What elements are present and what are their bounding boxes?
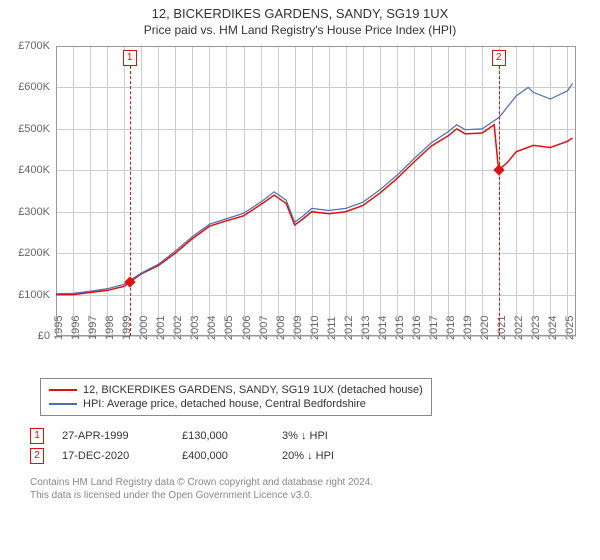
sales-table: 1 27-APR-1999£130,0003% ↓ HPI 2 17-DEC-2020…	[30, 426, 382, 466]
sale-row-change: 3% ↓ HPI	[282, 430, 382, 442]
series-line-0	[56, 125, 573, 295]
sale-row-date: 17-DEC-2020	[62, 450, 182, 462]
y-tick-label: £500K	[18, 123, 50, 135]
y-tick-label: £200K	[18, 247, 50, 259]
y-tick-label: £700K	[18, 40, 50, 52]
legend-label: HPI: Average price, detached house, Cent…	[83, 398, 366, 410]
y-tick-label: £100K	[18, 289, 50, 301]
price-chart: £0£100K£200K£300K£400K£500K£600K£700K199…	[56, 46, 576, 336]
y-tick-label: £600K	[18, 81, 50, 93]
y-tick-label: £300K	[18, 206, 50, 218]
legend-row: HPI: Average price, detached house, Cent…	[49, 397, 423, 411]
sale-marker-line	[130, 66, 131, 336]
y-tick-label: £400K	[18, 164, 50, 176]
title-subtitle: Price paid vs. HM Land Registry's House …	[4, 23, 596, 37]
legend-swatch	[49, 389, 77, 391]
legend-swatch	[49, 403, 77, 405]
legend-row: 12, BICKERDIKES GARDENS, SANDY, SG19 1UX…	[49, 383, 423, 397]
sale-row-date: 27-APR-1999	[62, 430, 182, 442]
sale-row: 2 17-DEC-2020£400,00020% ↓ HPI	[30, 446, 382, 466]
sale-row-price: £400,000	[182, 450, 282, 462]
sale-row-price: £130,000	[182, 430, 282, 442]
sale-row-marker: 2	[30, 448, 44, 464]
legend: 12, BICKERDIKES GARDENS, SANDY, SG19 1UX…	[40, 378, 432, 416]
sale-row-change: 20% ↓ HPI	[282, 450, 382, 462]
sale-row: 1 27-APR-1999£130,0003% ↓ HPI	[30, 426, 382, 446]
y-tick-label: £0	[38, 330, 50, 342]
licence-line-1: Contains HM Land Registry data © Crown c…	[30, 476, 373, 489]
sale-marker-box: 1	[123, 50, 137, 66]
licence-line-2: This data is licensed under the Open Gov…	[30, 489, 373, 502]
sale-marker-box: 2	[492, 50, 506, 66]
series-line-1	[56, 83, 573, 293]
sale-row-marker: 1	[30, 428, 44, 444]
sale-marker-line	[499, 66, 500, 336]
legend-label: 12, BICKERDIKES GARDENS, SANDY, SG19 1UX…	[83, 384, 423, 396]
title-address: 12, BICKERDIKES GARDENS, SANDY, SG19 1UX	[4, 6, 596, 21]
licence-text: Contains HM Land Registry data © Crown c…	[30, 476, 373, 502]
